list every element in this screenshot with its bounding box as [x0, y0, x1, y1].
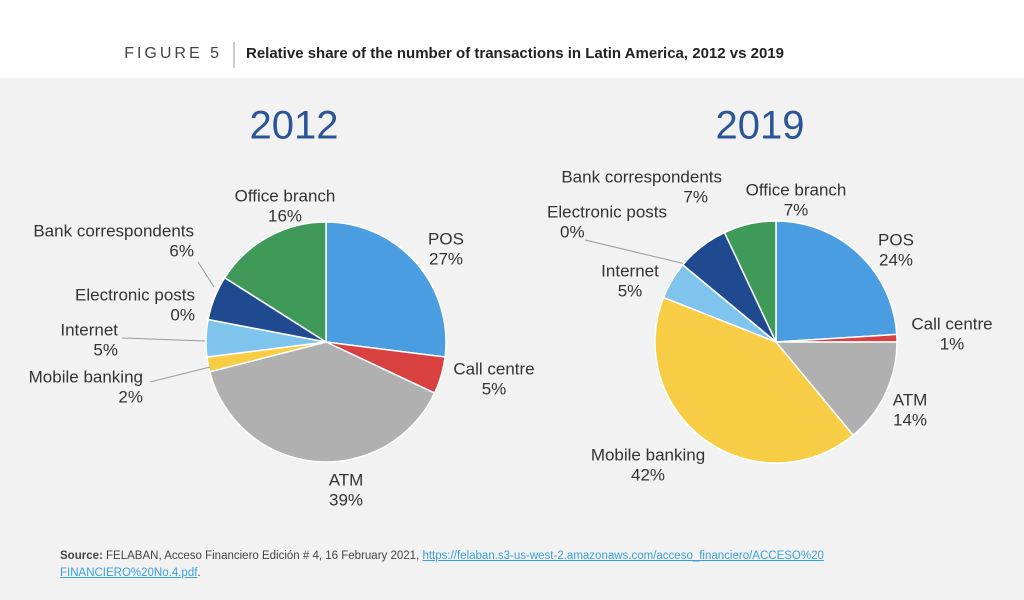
pie-slice — [325, 221, 447, 358]
slice-label: Office branch — [235, 186, 336, 205]
pie-title: 2012 — [250, 104, 339, 148]
slice-label: Mobile banking — [591, 445, 705, 464]
leader-line — [197, 261, 215, 288]
slice-label: Internet — [601, 261, 659, 280]
leader-line — [584, 239, 699, 268]
heading: Relative share of the number of transact… — [246, 45, 784, 62]
source-end: . — [197, 567, 201, 579]
source-link[interactable]: https://felaban.s3-us-west-2.amazonaws.c… — [422, 550, 824, 562]
figure-label: FIGURE 5 — [124, 45, 222, 62]
slice-label: Electronic posts — [75, 285, 195, 304]
value-label: 7% — [683, 187, 708, 206]
slice-label: ATM — [893, 390, 928, 409]
slice-label: Call centre — [453, 359, 534, 378]
value-label: 27% — [429, 249, 463, 268]
slice-label: Office branch — [746, 180, 847, 199]
source-label: Source: — [60, 550, 103, 562]
leader-line — [121, 337, 206, 342]
value-label: 16% — [268, 206, 302, 225]
leader-line — [149, 366, 211, 383]
slice-label: Mobile banking — [29, 367, 143, 386]
source-text: FELABAN, Acceso Financiero Edición # 4, … — [106, 550, 420, 562]
pie-slice — [774, 341, 898, 437]
value-label: 2% — [118, 387, 143, 406]
slice-label: Bank correspondents — [561, 167, 722, 186]
slice-label: Electronic posts — [547, 202, 667, 221]
value-label: 0% — [170, 305, 195, 324]
pie-slice — [654, 296, 855, 464]
value-label: 0% — [560, 222, 585, 241]
value-label: 14% — [893, 410, 927, 429]
value-label: 6% — [169, 241, 194, 260]
slice-label: Call centre — [911, 314, 992, 333]
value-label: 5% — [93, 340, 118, 359]
pie-slice — [208, 341, 436, 463]
value-label: 5% — [482, 379, 507, 398]
value-label: 24% — [879, 250, 913, 269]
slice-label: ATM — [329, 470, 364, 489]
source-link[interactable]: FINANCIERO%20No.4.pdf — [60, 567, 198, 579]
slice-label: Bank correspondents — [33, 221, 194, 240]
pie-slice — [223, 221, 327, 344]
pie-title: 2019 — [716, 104, 805, 148]
value-label: 42% — [631, 465, 665, 484]
value-label: 5% — [618, 281, 643, 300]
pie-slice — [723, 220, 777, 343]
value-label: 1% — [940, 334, 965, 353]
slice-label: POS — [878, 230, 914, 249]
pie-slice — [775, 220, 898, 343]
value-label: 39% — [329, 490, 363, 509]
source: Source: FELABAN, Acceso Financiero Edici… — [60, 548, 960, 582]
value-label: 7% — [784, 200, 809, 219]
slice-label: POS — [428, 229, 464, 248]
slice-label: Internet — [60, 320, 118, 339]
